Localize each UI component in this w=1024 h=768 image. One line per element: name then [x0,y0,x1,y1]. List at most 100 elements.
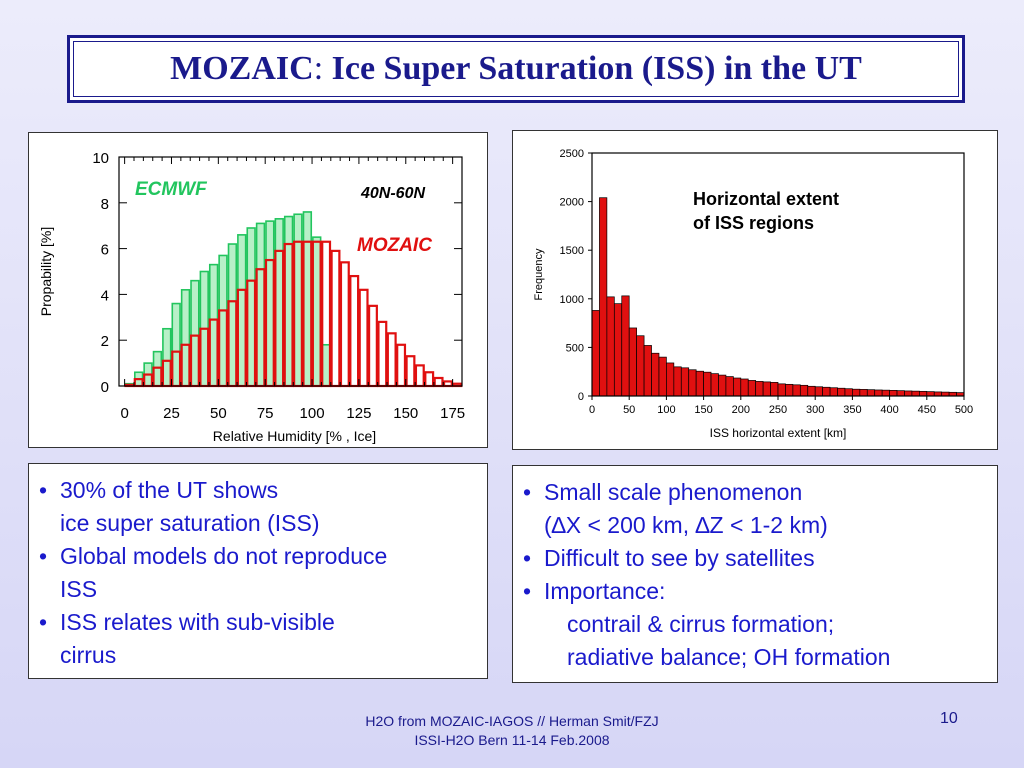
ecmwf-bar [180,289,191,387]
bullet-item: • 30% of the UT shows ice super saturati… [37,474,479,540]
mozaic-bar [377,320,388,388]
x-tick-label: 100 [657,404,675,416]
bullet-item: • ISS relates with sub-visible cirrus [37,606,479,672]
x-tick-label: 50 [210,405,227,422]
extent-bar [807,385,816,397]
extent-bar [852,388,861,397]
bullet-text: 30% of the UT shows [60,477,279,503]
chart-title: of ISS regions [693,213,814,233]
extent-bar [695,370,704,397]
ecmwf-legend-label: ECMWF [135,179,208,200]
ecmwf-bar [190,279,200,387]
y-tick-label: 10 [92,150,109,167]
x-tick-label: 500 [955,404,973,416]
y-tick-label: 6 [101,242,109,259]
extent-bar [822,386,831,397]
page-number: 10 [940,710,958,727]
ecmwf-bar [274,218,284,387]
extent-bar [606,296,615,397]
mozaic-bar [349,274,360,388]
footer-line: ISSI-H2O Bern 11-14 Feb.2008 [414,732,610,748]
extent-bar [740,378,749,397]
y-tick-label: 2000 [560,197,584,209]
x-tick-label: 150 [393,405,418,422]
extent-bar [643,345,652,397]
rh-histogram-panel: 0 2 4 6 8 10 0 25 50 75 100 125 150 175 Relative Humid… [28,132,488,448]
y-tick-label: 2 [101,333,109,350]
extent-bar [919,390,928,397]
extent-bar [710,373,719,397]
extent-bar [777,383,786,397]
x-tick-label: 250 [769,404,787,416]
bullet-text: ISS [60,576,98,602]
title-mozaic: MOZAIC [170,50,314,87]
extent-bar [799,384,809,397]
y-tick-label: 1500 [560,245,584,257]
mozaic-bar [367,304,378,388]
mozaic-bar [405,355,416,388]
x-tick-label: 125 [346,405,371,422]
mozaic-bar [386,332,397,388]
extent-bar [866,389,876,397]
extent-bar [725,376,734,397]
left-bullet-box: • 30% of the UT shows ice super saturati… [28,463,488,679]
extent-bar [881,389,890,397]
extent-bar [628,327,637,397]
slide-title: MOZAIC: Ice Super Saturation (ISS) in th… [70,50,962,88]
bullet-item: • Difficult to see by satellites [521,542,989,575]
extent-bar [613,303,623,397]
ecmwf-bar [208,263,219,387]
x-tick-label: 300 [806,404,824,416]
bullet-dot: • [39,543,48,569]
y-axis-label: Propability [%] [38,227,54,316]
x-tick-label: 75 [257,405,274,422]
mozaic-legend-label: MOZAIC [357,235,432,256]
iss-extent-chart: 0 500 1000 1500 2000 2500 0 50 100 150 200 250 300 35… [533,148,973,440]
ecmwf-bar [227,243,238,387]
x-axis-label: ISS horizontal extent [km] [710,426,847,440]
extent-bar [666,362,675,397]
extent-bar [844,388,853,397]
y-tick-label: 0 [101,379,109,396]
extent-bar [896,390,905,397]
bullet-text: ISS relates with sub-visible [60,609,335,635]
y-tick-label: 500 [566,342,584,354]
ecmwf-bar [255,222,266,387]
extent-bar [874,389,883,397]
y-tick-label: 8 [101,196,109,213]
region-annotation: 40N-60N [360,185,425,202]
extent-bar [859,389,868,397]
bullet-text: ice super saturation (ISS) [60,510,320,536]
bullet-text: Importance: [544,578,666,604]
mozaic-bar [396,343,407,388]
footer: H2O from MOZAIC-IAGOS // Herman Smit/FZJ… [0,712,1024,750]
extent-bar [933,391,943,397]
extent-bar [829,387,838,397]
ecmwf-bar [321,343,331,387]
plot-frame [118,156,463,387]
bullet-text: cirrus [60,642,117,668]
x-tick-label: 0 [589,404,595,416]
ecmwf-bar [237,234,247,387]
bullet-text: Difficult to see by satellites [544,545,815,571]
x-tick-label: 50 [623,404,635,416]
extent-bar [904,390,913,397]
x-tick-label: 150 [694,404,712,416]
title-subject: Ice Super Saturation (ISS) in the UT [331,50,862,87]
title-colon: : [313,50,332,87]
x-tick-label: 0 [120,405,128,422]
title-frame: MOZAIC: Ice Super Saturation (ISS) in th… [67,35,965,103]
extent-bar [658,356,667,397]
extent-bar [680,367,690,397]
y-axis-label: Frequency [533,248,545,300]
bullet-dot: • [523,578,532,604]
ecmwf-bar [312,236,322,387]
bullet-item: • Importance: contrail & cirrus formatio… [521,575,989,674]
extent-bar [621,295,630,397]
extent-bar [733,377,742,397]
x-tick-label: 450 [918,404,936,416]
bullet-dot: • [523,479,532,505]
footer-line: H2O from MOZAIC-IAGOS // Herman Smit/FZJ [365,713,659,729]
x-tick-label: 100 [300,405,325,422]
